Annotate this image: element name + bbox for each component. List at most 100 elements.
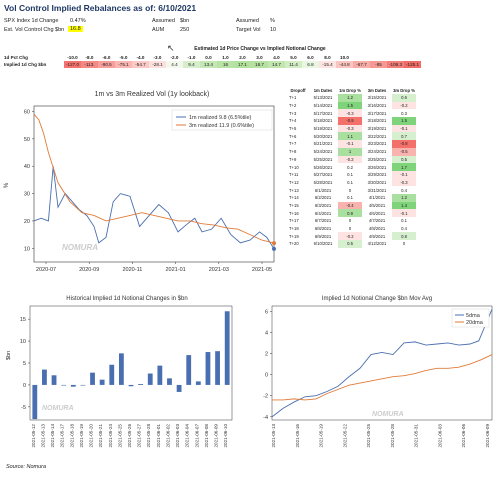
dropoff-cell: 3/23/2021 xyxy=(367,141,387,147)
dropoff-cell: 3/17/2021 xyxy=(367,110,387,116)
x-tick-label: 2021-05-24 xyxy=(108,424,113,448)
y-tick-label: 6 xyxy=(265,309,268,315)
impact-row-chg-label: Implied 1d Chg $bn xyxy=(4,62,47,67)
x-tick-label: 2021-05-27 xyxy=(137,424,142,448)
dropoff-cell: 0.1 xyxy=(338,193,362,202)
param-label-volctrl: Est. Vol Control Chg $bn xyxy=(4,27,65,33)
dropoff-cell: T+10 xyxy=(289,164,299,170)
dropoff-row: T+4 5/18/2021 -0.9 3/18/2021 1.5 xyxy=(288,117,416,125)
dropoff-cell: 0 xyxy=(338,224,362,233)
x-tick-label: 2021-05 xyxy=(252,267,272,273)
dropoff-cell: 4/7/2021 xyxy=(368,218,386,224)
bar xyxy=(147,373,153,385)
dropoff-header: Dropoff xyxy=(290,87,306,93)
impact-pct-cell: 5.0 xyxy=(290,55,297,60)
assumed-label-2: Assumed xyxy=(236,18,259,24)
impact-pct-cell: -2.0 xyxy=(170,55,179,60)
impact-pct-cell: 10.0 xyxy=(340,55,349,60)
dropoff-cell: 5/20/2021 xyxy=(313,133,333,139)
ma-chart-title: Implied 1d Notional Change $bn Mov Avg xyxy=(322,296,432,302)
x-tick-label: 2020-07 xyxy=(36,267,56,273)
dropoff-cell: T+3 xyxy=(289,110,297,116)
dropoff-row: T+6 5/20/2021 1.1 3/22/2021 0.7 xyxy=(288,132,416,141)
dropoff-cell: 0.4 xyxy=(392,186,416,194)
dropoff-cell: 3/16/2021 xyxy=(367,103,387,109)
dropoff-row: T+12 5/28/2021 0.1 3/30/2021 -0.3 xyxy=(288,178,416,187)
bar xyxy=(224,311,230,385)
dropoff-cell: 3/24/2021 xyxy=(367,149,387,155)
dropoff-cell: 1.5 xyxy=(392,117,416,125)
assumed-value-2: % xyxy=(270,18,275,24)
dropoff-header: 3m Drop % xyxy=(393,87,415,93)
impact-row-chg: Implied 1d Chg $bn -127.0 -113. -90.5 -75.1… xyxy=(2,61,421,68)
dropoff-cell: 1.1 xyxy=(338,132,362,141)
dropoff-cell: 0.9 xyxy=(338,209,362,217)
bar xyxy=(205,352,211,385)
impact-table: 1d Pct Chg -10.0 -8.0 -6.0 -5.0 -4.0 -3.0 -2.0… xyxy=(2,54,421,68)
x-tick-label: 2020-09 xyxy=(79,267,99,273)
x-tick-label: 2021-05-25 xyxy=(366,424,371,448)
dropoff-cell: 5/19/2021 xyxy=(313,126,333,132)
param-value-volctrl: 16.8 xyxy=(68,26,83,32)
dropoff-cell: 0 xyxy=(338,186,362,194)
impact-chg-cell: 9.4 xyxy=(183,61,200,68)
bar-chart-title: Historical Implied 1d Notional Changes i… xyxy=(66,296,187,302)
dropoff-cell: 5/24/2021 xyxy=(313,149,333,155)
dropoff-cell: 4/1/2021 xyxy=(368,195,386,201)
dropoff-row: T+3 5/17/2021 -0.3 3/17/2021 0.3 xyxy=(288,109,416,118)
dropoff-cell: 1.5 xyxy=(338,101,362,110)
dropoff-cell: 4/12/2021 xyxy=(367,241,387,247)
impact-pct-cell: -3.0 xyxy=(153,55,162,60)
dropoff-cell: 6/4/2021 xyxy=(314,210,332,216)
dropoff-cell: T+13 xyxy=(289,187,299,193)
vol-plot-frame xyxy=(33,105,275,263)
impact-chg-cell: -67.7 xyxy=(353,61,370,68)
impact-pct-cell: -8.0 xyxy=(85,55,94,60)
impact-pct-cell: -5.0 xyxy=(119,55,128,60)
dropoff-cell: 0 xyxy=(338,217,362,225)
x-tick-label: 2021-05-17 xyxy=(60,424,65,448)
assumed-label-1: Assumed xyxy=(152,18,175,24)
x-tick-label: 2021-05-13 xyxy=(40,424,45,448)
ma-plot-frame xyxy=(271,305,493,421)
dropoff-cell: 0.1 xyxy=(392,217,416,225)
impact-chg-cell: -108.3 xyxy=(387,61,404,68)
series-line-0 xyxy=(271,308,493,418)
impact-chg-cell: -85 xyxy=(370,61,387,68)
impact-pct-cell: -4.0 xyxy=(136,55,145,60)
bar xyxy=(118,353,124,385)
impact-chg-cell: 13.4 xyxy=(200,61,217,68)
x-tick-label: 2021-06-08 xyxy=(204,424,209,448)
y-tick-label: 60 xyxy=(24,109,30,115)
bar xyxy=(42,369,47,385)
y-tick-label: 30 xyxy=(24,192,30,198)
bar xyxy=(32,384,38,420)
impact-chg-cell: -28.1 xyxy=(149,61,166,68)
dropoff-cell: T+11 xyxy=(289,172,299,178)
dropoff-cell: T+8 xyxy=(289,149,297,155)
dropoff-cell: 1.7 xyxy=(392,163,416,171)
dropoff-cell: 1.4 xyxy=(392,201,416,210)
x-tick-label: 2021-05-28 xyxy=(146,424,151,448)
dropoff-cell: 4/6/2021 xyxy=(368,210,386,216)
series-line-1 xyxy=(33,113,275,244)
nomura-watermark: NOMURA xyxy=(42,405,74,412)
impact-pct-cell: 8.0 xyxy=(324,55,331,60)
y-tick-label: 4 xyxy=(265,330,268,336)
dropoff-cell: 0.7 xyxy=(392,132,416,141)
dropoff-row: T+8 5/24/2021 1 3/24/2021 -0.5 xyxy=(288,147,416,156)
page-title: Vol Control Implied Rebalances as of: 6/… xyxy=(4,3,197,13)
dropoff-cell: 3/29/2021 xyxy=(367,172,387,178)
dropoff-cell: T+14 xyxy=(289,195,299,201)
dropoff-row: T+11 5/27/2021 0.1 3/29/2021 -0.1 xyxy=(288,170,416,179)
dropoff-cell: 6/7/2021 xyxy=(314,218,332,224)
dropoff-table: Dropoff 1m Dates 1m Drop % 3m Dates 3m D… xyxy=(288,86,416,248)
vol-chart-ylabel: % xyxy=(4,182,10,188)
x-tick-label: 2021-05-21 xyxy=(98,424,103,448)
dropoff-header-row: Dropoff 1m Dates 1m Drop % 3m Dates 3m D… xyxy=(288,86,416,94)
dropoff-cell: 5/21/2021 xyxy=(313,141,333,147)
dropoff-row: T+5 5/19/2021 -0.3 3/19/2021 -0.1 xyxy=(288,124,416,133)
dropoff-cell: 3/18/2021 xyxy=(367,118,387,124)
dropoff-cell: T+9 xyxy=(289,156,297,162)
bar xyxy=(70,384,76,387)
